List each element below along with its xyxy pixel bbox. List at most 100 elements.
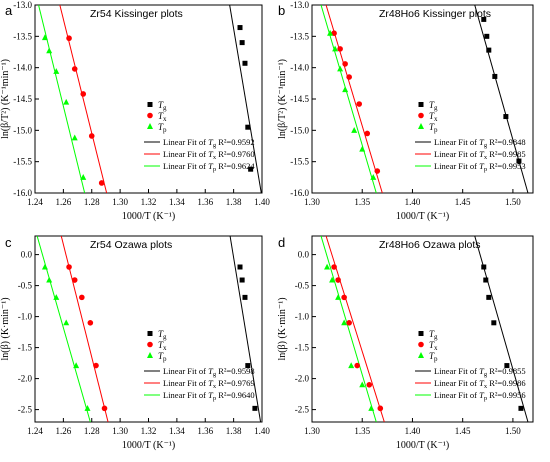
point-x	[101, 405, 108, 412]
y-tick-label: -0.5	[18, 281, 33, 291]
legend-entry-p: Tp	[158, 122, 167, 134]
point-x	[346, 320, 352, 326]
point-p	[327, 29, 334, 36]
panel-letter: b	[278, 3, 285, 18]
plot-frame	[311, 235, 534, 423]
point-p	[53, 294, 60, 300]
point-x	[374, 168, 381, 174]
y-tick-label: -16.0	[13, 188, 32, 198]
point-p	[324, 263, 331, 270]
point-p	[41, 34, 48, 41]
x-tick-label: 1.36	[197, 426, 213, 436]
point-x	[377, 405, 384, 412]
point-x	[71, 277, 78, 283]
x-tick-label: 1.30	[304, 426, 320, 436]
panel-a: a Zr54 Kissinger plots 1.24 1.26 1.28 1.30 1.3…	[0, 0, 270, 222]
y-tick-label: -16.0	[290, 188, 309, 198]
y-tick-label: -14.0	[290, 63, 309, 73]
x-tick-label: 1.26	[56, 197, 72, 207]
point-x	[364, 130, 371, 137]
point-p	[46, 276, 53, 283]
fit-line-p	[36, 236, 91, 422]
point-g	[484, 33, 490, 39]
x-axis-label: 1000/T (K⁻¹)	[396, 211, 449, 222]
point-x	[356, 101, 363, 107]
plot-area	[320, 5, 529, 193]
y-tick-label: 0.0	[298, 250, 310, 260]
point-x	[66, 35, 72, 42]
legend-marker-x	[418, 341, 424, 348]
y-tick-label: -13.0	[13, 0, 32, 10]
fit-line-p	[38, 5, 86, 193]
point-x	[71, 66, 78, 72]
x-tick-label: 1.50	[505, 197, 521, 207]
legend-marker-p	[147, 123, 153, 129]
y-axis-label: ln(β/T²) (K⁻¹min⁻¹)	[277, 59, 288, 139]
point-p	[337, 65, 344, 72]
panel-letter: d	[278, 235, 285, 250]
point-x	[331, 264, 337, 270]
point-x	[87, 320, 94, 326]
point-g	[237, 264, 243, 270]
legend-marker-g	[418, 102, 424, 107]
legend-entry-x: Tx	[158, 111, 167, 123]
legend-fit-x: Linear Fit of Tx R²=0.9985	[434, 149, 526, 161]
point-g	[518, 405, 524, 411]
point-x	[66, 264, 72, 270]
y-tick-label: -13.5	[290, 31, 309, 41]
point-g	[481, 16, 487, 22]
point-g	[503, 114, 509, 120]
y-tick-label: -1.0	[18, 312, 33, 322]
x-tick-label: 1.45	[455, 197, 471, 207]
plot-area	[36, 236, 262, 422]
point-x	[366, 382, 373, 388]
panel-title: Zr48Ho6 Ozawa plots	[379, 239, 481, 251]
x-tick-label: 1.36	[197, 197, 213, 207]
y-tick-label: -14.5	[13, 94, 32, 104]
point-p	[329, 276, 336, 283]
x-tick-label: 1.32	[141, 197, 157, 207]
point-p	[368, 405, 375, 411]
point-g	[239, 277, 245, 283]
x-tick-label: 1.35	[354, 426, 370, 436]
x-tick-label: 1.38	[226, 197, 242, 207]
y-tick-label: -15.5	[290, 157, 309, 167]
y-tick-label: -15.0	[290, 125, 309, 135]
point-g	[491, 320, 497, 326]
point-p	[63, 319, 70, 326]
legend-fit-p: Linear Fit of Tp R²=0.9640	[163, 390, 255, 402]
y-tick-label: -15.0	[13, 125, 32, 135]
point-g	[492, 73, 498, 79]
x-tick-label: 1.30	[112, 197, 128, 207]
legend-fit-g: Linear Fit of Tg R²=0.9855	[434, 366, 526, 378]
point-g	[242, 294, 248, 300]
x-tick-label: 1.38	[226, 426, 242, 436]
legend-marker-x	[147, 341, 153, 348]
point-g	[252, 405, 258, 411]
panel-title: Zr48Ho6 Kissinger plots	[379, 8, 491, 20]
y-tick-label: -1.5	[18, 343, 33, 353]
legend-marker-g	[418, 331, 424, 336]
point-g	[516, 158, 522, 164]
x-axis-label: 1000/T (K⁻¹)	[122, 440, 175, 451]
point-p	[41, 263, 48, 270]
point-p	[84, 405, 91, 411]
y-tick-label: -15.5	[13, 157, 32, 167]
fit-line-x	[325, 236, 385, 422]
legend-entry-g: Tg	[158, 100, 167, 112]
point-p	[63, 98, 70, 105]
point-x	[335, 277, 341, 283]
x-tick-label: 1.50	[505, 426, 521, 436]
point-x	[341, 294, 347, 301]
point-g	[504, 363, 510, 369]
y-tick-label: -2.5	[295, 405, 310, 415]
legend-fit-p: Linear Fit of Tp R²=0.9956	[434, 390, 526, 402]
x-tick-label: 1.40	[254, 197, 270, 207]
legend-fit-p: Linear Fit of Tp R²=0.9953	[434, 161, 526, 173]
point-g	[242, 60, 248, 66]
x-tick-label: 1.45	[455, 426, 471, 436]
fit-line-g	[229, 5, 262, 193]
x-tick-label: 1.28	[84, 426, 100, 436]
